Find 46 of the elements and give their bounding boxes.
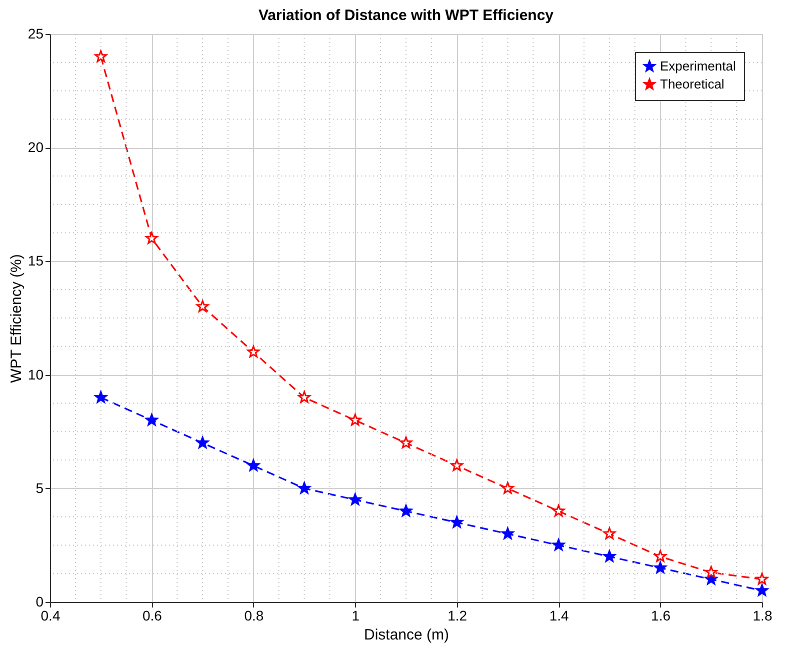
y-tick-label: 25 — [28, 26, 44, 42]
point — [94, 391, 108, 403]
y-tick-label: 5 — [36, 480, 44, 496]
point — [502, 482, 514, 494]
x-tick-label: 0.4 — [40, 608, 60, 624]
point — [756, 572, 768, 585]
legend-label: Theoretical — [660, 76, 724, 92]
point — [654, 561, 666, 574]
chart-title: Variation of Distance with WPT Efficiency — [258, 7, 554, 24]
y-tick-label: 10 — [28, 366, 44, 382]
y-tick-label: 15 — [28, 252, 44, 269]
point — [348, 414, 362, 426]
point — [196, 300, 209, 312]
y-axis-title: WPT Efficiency (%) — [8, 254, 25, 383]
point — [552, 504, 565, 516]
point — [247, 346, 260, 358]
point — [146, 232, 158, 244]
point — [756, 584, 768, 596]
y-tick-label: 20 — [28, 139, 44, 156]
x-tick-label: 1.8 — [752, 608, 772, 624]
point — [247, 459, 260, 472]
point — [552, 538, 565, 551]
point — [298, 391, 310, 403]
x-tick-label: 1.6 — [651, 608, 671, 624]
point — [400, 504, 412, 516]
point — [400, 436, 412, 448]
legend-label: Experimental — [660, 58, 736, 74]
x-tick-label: 1.4 — [549, 608, 570, 624]
point — [502, 527, 514, 540]
x-tick-label: 0.8 — [244, 608, 264, 624]
x-axis-title: Distance (m) — [364, 626, 450, 644]
x-tick-label: 1 — [352, 608, 360, 624]
point — [146, 414, 158, 426]
point — [603, 550, 616, 562]
y-tick-label: 0 — [36, 594, 44, 610]
point — [603, 527, 616, 540]
point — [196, 436, 209, 448]
point — [348, 493, 362, 506]
point — [94, 50, 108, 62]
point — [298, 482, 310, 494]
point — [654, 550, 666, 562]
point — [704, 566, 718, 578]
x-tick-label: 1.2 — [448, 608, 468, 624]
point — [450, 516, 464, 528]
point — [450, 459, 464, 472]
x-tick-label: 0.6 — [142, 608, 162, 624]
